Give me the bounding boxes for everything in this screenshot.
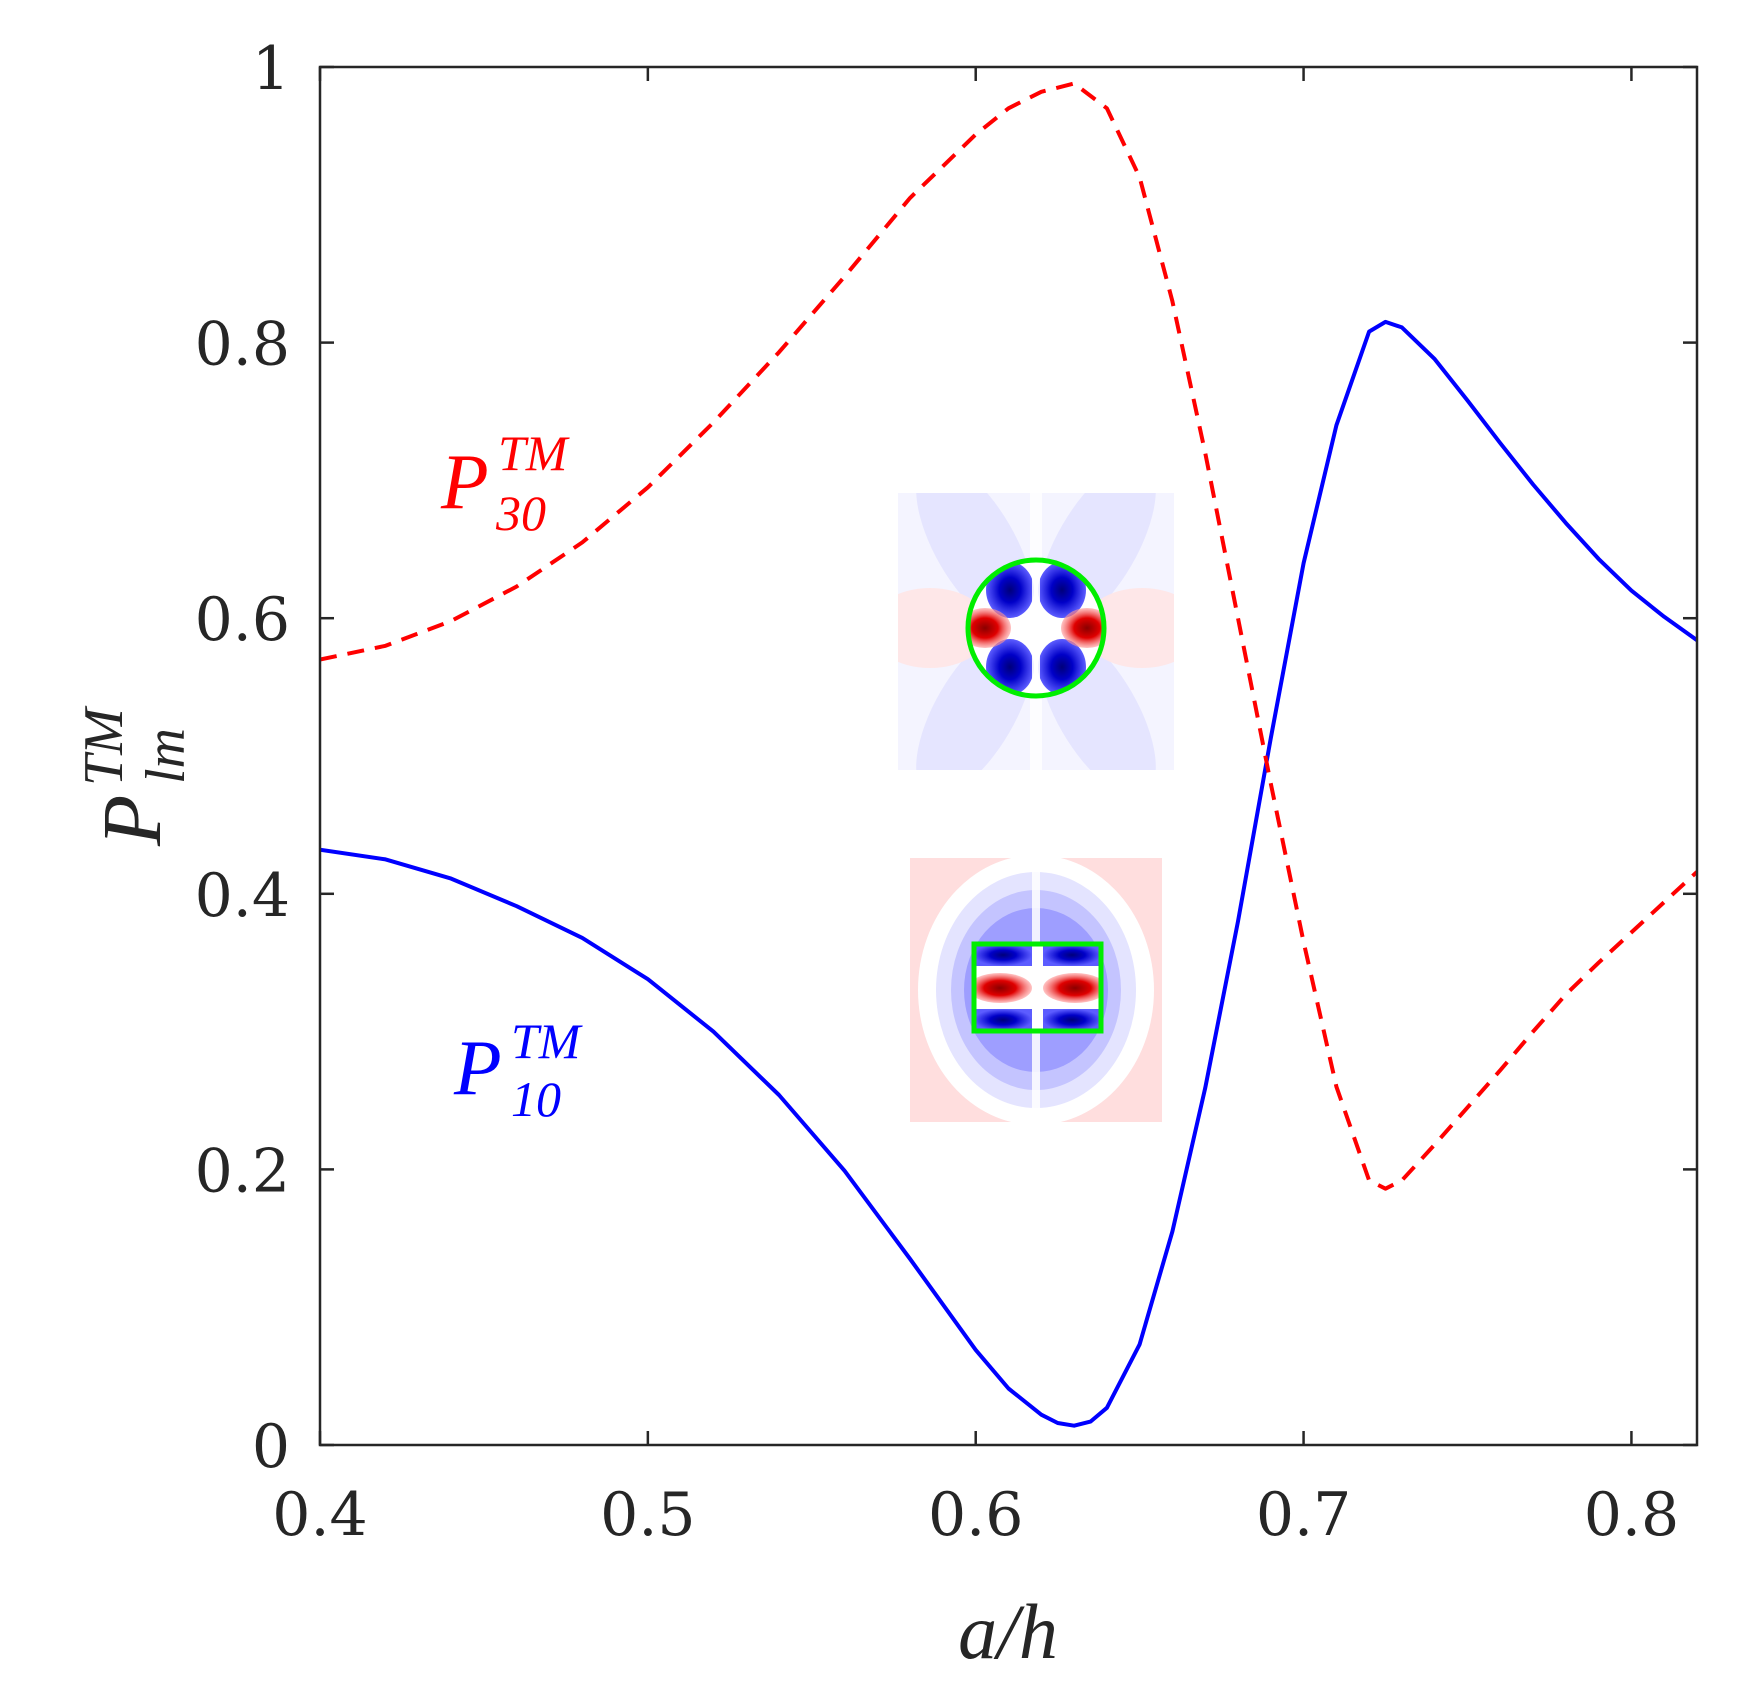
y-tick-label: 0.2: [195, 1136, 290, 1206]
annotation-p10-tm: P TM 10: [453, 1013, 583, 1127]
y-axis-label: P TM lm: [73, 705, 197, 847]
y-tick-label: 0.6: [195, 585, 290, 655]
inset-field-map-rectangle: [910, 858, 1162, 1122]
series-line-p30-tm: [320, 81, 1697, 1191]
annotation-p30-sub: 30: [495, 485, 546, 541]
y-tick-label: 0.4: [195, 861, 290, 931]
x-tick-label: 0.4: [272, 1480, 367, 1550]
annotation-p30-tm: P TM 30: [440, 425, 570, 541]
x-tick-label: 0.6: [928, 1480, 1023, 1550]
annotation-p10-base: P: [453, 1024, 502, 1111]
y-axis-label-sup: TM: [73, 705, 135, 786]
axes-frame: [318, 65, 1699, 1447]
annotation-p30-base: P: [440, 438, 489, 525]
y-tick-label: 0.8: [195, 310, 290, 380]
annotation-p10-sup: TM: [511, 1013, 583, 1069]
series-line-p10-tm: [320, 319, 1697, 1428]
annotation-p10-sub: 10: [511, 1071, 561, 1127]
y-tick-label: 1: [252, 34, 290, 104]
y-axis-label-sub: lm: [135, 728, 197, 784]
y-tick-label: 0: [252, 1412, 290, 1482]
inset-field-map-circle: [898, 493, 1174, 770]
annotation-p30-sup: TM: [498, 425, 570, 481]
x-tick-label: 0.5: [600, 1480, 695, 1550]
y-axis-label-base: P: [86, 795, 179, 847]
x-tick-label: 0.7: [1256, 1480, 1351, 1550]
x-tick-label: 0.8: [1584, 1480, 1679, 1550]
x-axis-label: a/h: [958, 1588, 1058, 1675]
